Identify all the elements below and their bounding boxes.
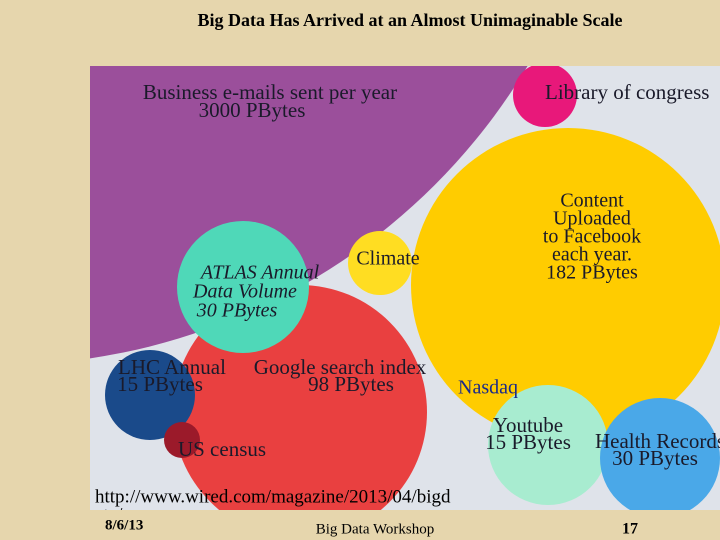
bubble-youtube [488,385,608,505]
slide-title: Big Data Has Arrived at an Almost Unimag… [197,10,622,30]
bubble-climate [348,231,412,295]
bubble-label: to Facebook [543,226,641,248]
bubble-label: each year. [552,244,632,266]
bubble-label: 3000 PBytes [199,98,306,122]
bubble-census [164,422,200,458]
bubble-label: Google search index [254,355,427,379]
bubble-label: Uploaded [553,208,631,230]
bubble-label: 30 PBytes [612,446,698,470]
bubble-label: US census [178,437,266,461]
bubble-label: 15 PBytes [117,372,203,396]
bubble-label: Data Volume [192,281,297,303]
footer-page: 17 [622,521,638,538]
source-url: ata/ [95,504,123,525]
bubble-label: 15 PBytes [485,430,571,454]
bubble-label: Content [560,190,624,212]
bubble-label: LHC Annual [118,355,226,379]
bubble-label: ATLAS Annual [199,262,320,284]
footer-date: 8/6/13 [105,517,143,533]
bubble-label: Business e-mails sent per year [143,80,397,104]
bubble-label: 182 PBytes [546,262,638,284]
bubble-label: Climate [356,248,419,270]
bubble-label: Library of congress [545,80,709,104]
source-url: http://www.wired.com/magazine/2013/04/bi… [95,486,451,507]
bubble-label: Nasdaq [458,377,518,399]
bubble-label: 30 PBytes [196,300,278,322]
bubble-library [513,66,577,127]
bubble-lhc [105,350,195,440]
bubble-label: Youtube [493,413,563,437]
footer-title: Big Data Workshop [316,521,435,537]
bubble-label: 98 PBytes [308,372,394,396]
bubble-facebook [411,128,720,442]
bubble-health [600,398,720,510]
bubble-label: Health Records [595,429,720,453]
bubble-atlas [177,221,309,353]
